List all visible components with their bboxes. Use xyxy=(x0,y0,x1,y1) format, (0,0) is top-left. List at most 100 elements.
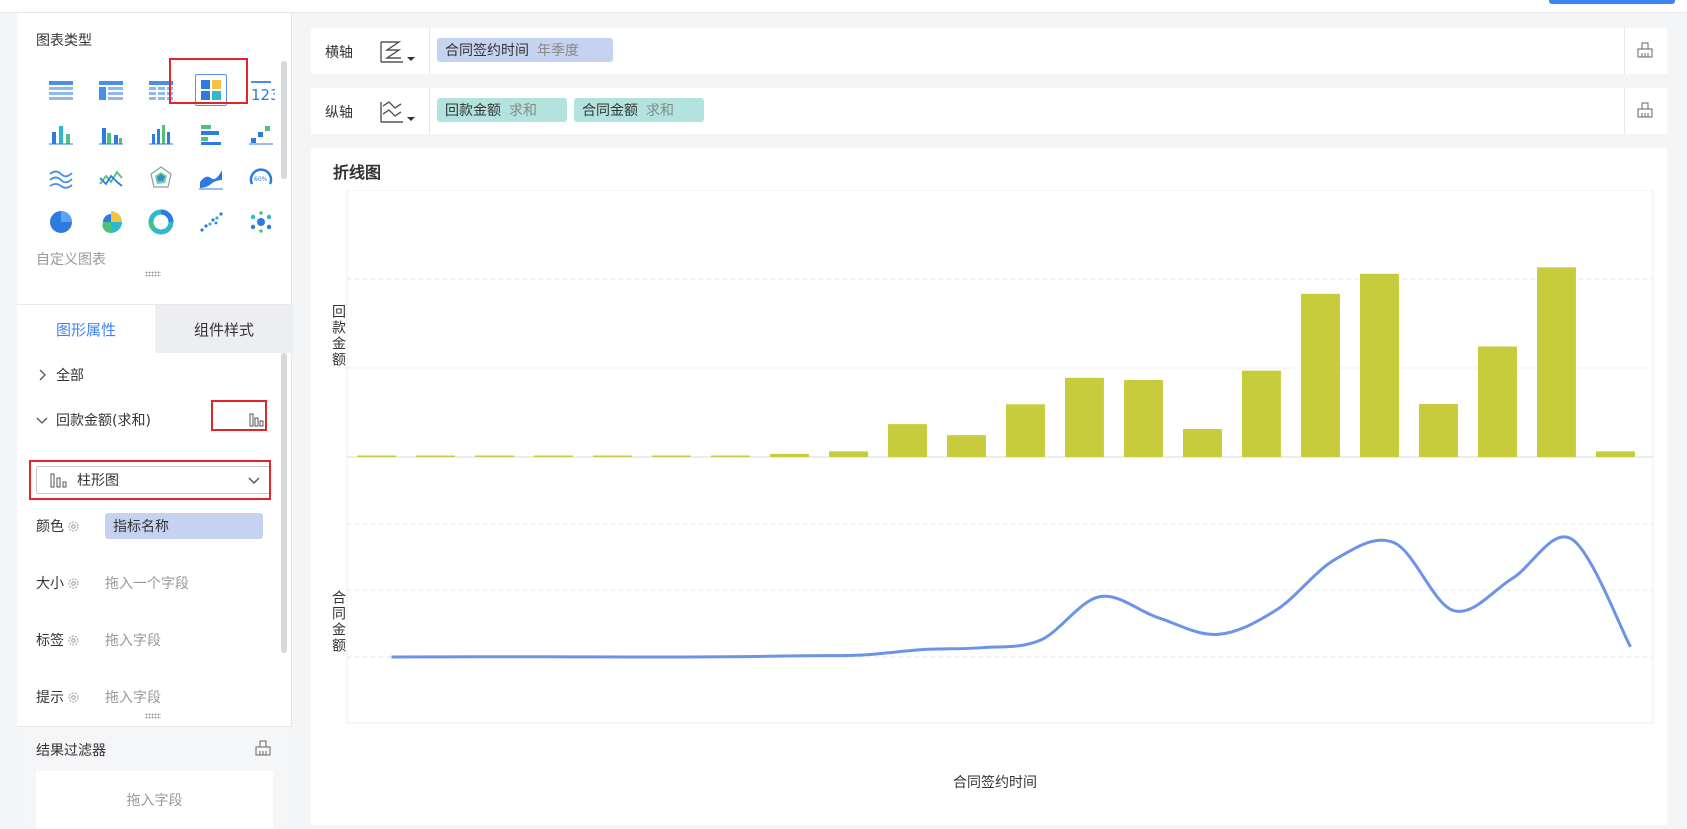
left-panel: 图表类型 123 xyxy=(17,13,292,825)
series-line xyxy=(391,537,1630,657)
radar-icon[interactable] xyxy=(139,156,183,200)
pie-chart-icon[interactable] xyxy=(39,200,83,244)
tree-item-measure-label: 回款金额(求和) xyxy=(56,410,151,430)
property-scrollbar[interactable] xyxy=(281,353,287,653)
bar xyxy=(1006,404,1045,457)
bubble-icon[interactable] xyxy=(239,200,283,244)
x-axis-title: 合同签约时间 xyxy=(953,772,1037,792)
y-axis-field-pill[interactable]: 回款金额 求和 xyxy=(437,98,567,122)
chart-type-scrollbar[interactable] xyxy=(281,61,287,179)
y-axis-title-bottom: 合同金额 xyxy=(328,590,348,654)
eraser-icon[interactable] xyxy=(253,738,273,758)
gear-icon[interactable] xyxy=(67,691,80,704)
resize-grip[interactable] xyxy=(145,271,161,277)
size-drop-zone[interactable]: 拖入一个字段 xyxy=(105,573,189,593)
tree-item-all[interactable]: 全部 xyxy=(36,365,84,385)
custom-chart-link[interactable]: 自定义图表 xyxy=(36,249,106,269)
bar xyxy=(534,456,573,458)
bar xyxy=(1124,380,1163,457)
rose-chart-icon[interactable] xyxy=(89,200,133,244)
filter-drop-zone[interactable]: 拖入字段 xyxy=(36,771,273,829)
horizontal-bar-icon[interactable] xyxy=(189,112,233,156)
chart-title: 折线图 xyxy=(333,159,381,183)
chart-type-title: 图表类型 xyxy=(36,30,92,50)
chevron-down-icon xyxy=(36,414,48,426)
divider xyxy=(429,88,430,134)
bar xyxy=(1419,404,1458,457)
area-chart-icon[interactable] xyxy=(189,156,233,200)
bar xyxy=(947,435,986,457)
bar-chart-icon[interactable] xyxy=(139,112,183,156)
top-action-button[interactable] xyxy=(1549,0,1675,4)
axis-sort-icon[interactable] xyxy=(377,38,417,66)
chevron-right-icon xyxy=(36,369,48,381)
chart-type-row xyxy=(39,200,279,244)
gear-icon[interactable] xyxy=(67,577,80,590)
label-drop-zone[interactable]: 拖入字段 xyxy=(105,630,161,650)
color-label: 颜色 xyxy=(36,516,64,536)
y-axis-bar: 纵轴 回款金额 求和 合同金额 求和 xyxy=(311,88,1667,134)
label-label: 标签 xyxy=(36,630,64,650)
eraser-icon[interactable] xyxy=(1635,40,1655,60)
chart-type-row: 123 xyxy=(39,68,279,112)
eraser-icon[interactable] xyxy=(1635,100,1655,120)
prop-row-size: 大小 拖入一个字段 xyxy=(27,561,273,605)
tooltip-label: 提示 xyxy=(36,687,64,707)
chart-type-row xyxy=(39,112,279,156)
bar xyxy=(357,456,396,458)
resize-grip[interactable] xyxy=(145,713,161,719)
x-axis-field-agg: 年季度 xyxy=(537,40,579,60)
tab-graph-properties[interactable]: 图形属性 xyxy=(17,305,155,353)
bar xyxy=(829,451,868,457)
bar xyxy=(1360,274,1399,457)
chart-type-row: 60% xyxy=(39,156,279,200)
divider xyxy=(429,28,430,74)
table-icon[interactable] xyxy=(39,68,83,112)
gear-icon[interactable] xyxy=(67,520,80,533)
waterfall-icon[interactable] xyxy=(239,112,283,156)
combo-chart xyxy=(325,190,1665,770)
y-axis-field-pill[interactable]: 合同金额 求和 xyxy=(574,98,704,122)
divider xyxy=(1624,88,1625,134)
bar xyxy=(475,456,514,458)
bar xyxy=(711,456,750,458)
bar-chart-icon xyxy=(49,471,69,489)
y-axis-field-agg: 求和 xyxy=(509,100,537,120)
gear-icon[interactable] xyxy=(67,634,80,647)
tab-component-style[interactable]: 组件样式 xyxy=(155,305,293,353)
y-axis-field-name: 回款金额 xyxy=(445,100,501,120)
multi-chart-icon[interactable] xyxy=(189,68,233,112)
bar xyxy=(1183,429,1222,457)
color-field[interactable]: 指标名称 xyxy=(105,513,263,539)
bar xyxy=(888,424,927,457)
x-axis-field-pill[interactable]: 合同签约时间 年季度 xyxy=(437,38,613,62)
stacked-bar-icon[interactable] xyxy=(39,112,83,156)
tooltip-drop-zone[interactable]: 拖入字段 xyxy=(105,687,161,707)
axis-sort-icon[interactable] xyxy=(377,98,417,126)
chart-type-select[interactable]: 柱形图 xyxy=(36,466,270,494)
bar-type-icon[interactable] xyxy=(247,409,267,429)
bar xyxy=(593,456,632,458)
kpi-number-icon[interactable]: 123 xyxy=(239,68,283,112)
divider xyxy=(1624,28,1625,74)
y-axis-field-name: 合同金额 xyxy=(582,100,638,120)
bar xyxy=(1596,451,1635,457)
bar xyxy=(652,456,691,458)
result-filter: 结果过滤器 拖入字段 xyxy=(17,726,292,825)
property-tabs: 图形属性 组件样式 xyxy=(17,304,292,352)
bar xyxy=(416,456,455,458)
group-table-icon[interactable] xyxy=(89,68,133,112)
y-axis-label: 纵轴 xyxy=(325,102,353,122)
chevron-down-icon xyxy=(247,474,261,488)
scatter-icon[interactable] xyxy=(189,200,233,244)
x-axis-bar: 横轴 合同签约时间 年季度 xyxy=(311,28,1667,74)
tree-item-measure[interactable]: 回款金额(求和) xyxy=(36,410,151,430)
size-label: 大小 xyxy=(36,573,64,593)
cross-table-icon[interactable] xyxy=(139,68,183,112)
gauge-icon[interactable]: 60% xyxy=(239,156,283,200)
grouped-bar-icon[interactable] xyxy=(89,112,133,156)
donut-chart-icon[interactable] xyxy=(139,200,183,244)
line-chart-icon[interactable] xyxy=(39,156,83,200)
bar xyxy=(1301,294,1340,457)
polyline-icon[interactable] xyxy=(89,156,133,200)
